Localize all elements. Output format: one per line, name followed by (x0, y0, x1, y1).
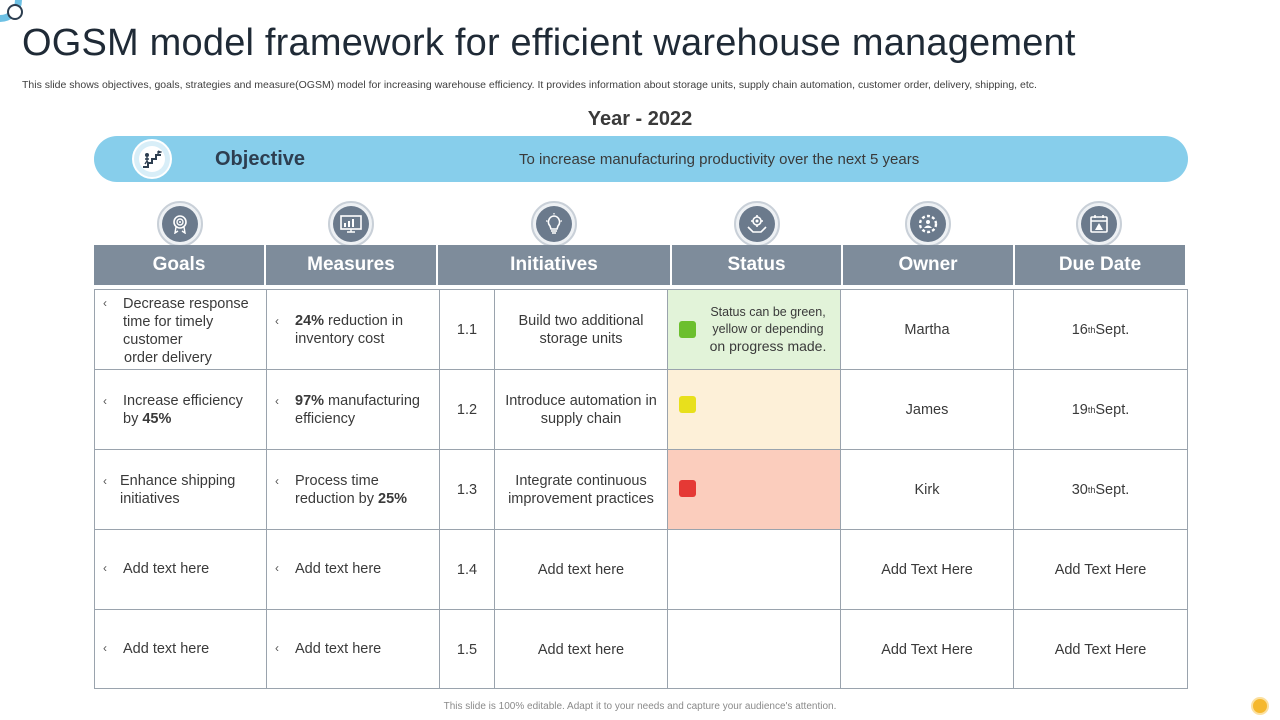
goal-text: Add text here (123, 561, 210, 577)
objective-label: Objective (215, 148, 306, 170)
goal-cell: ‹ Add text here (95, 610, 267, 689)
initiative-text: Add text here (495, 530, 668, 609)
initiative-text: Build two additional storage units (495, 290, 668, 369)
goal-text: Enhance shipping initiatives (120, 473, 236, 507)
status-note-continued: on progress made. (709, 338, 827, 354)
initiative-text: Add text here (495, 610, 668, 689)
objective-icon-ring (132, 139, 172, 179)
bullet-icon: ‹ (103, 641, 107, 655)
status-indicator-yellow (679, 396, 696, 413)
goal-text: Increase efficiency by (123, 393, 243, 427)
status-indicator-red (679, 480, 696, 497)
measure-text: Process time reduction by (295, 473, 379, 507)
status-indicator-green (679, 321, 696, 338)
due-date-cell: Add Text Here (1054, 641, 1147, 658)
bullet-icon: ‹ (103, 474, 107, 488)
measure-cell: ‹ Add text here (267, 610, 440, 689)
ogsm-table: ‹ Decrease response time for timely cust… (94, 289, 1188, 689)
initiative-number: 1.5 (440, 610, 495, 689)
presentation-chart-icon (328, 201, 374, 247)
owner-cell: Add Text Here (841, 530, 1014, 609)
year-label: Year - 2022 (587, 108, 693, 130)
measure-text: manufacturing efficiency (295, 393, 420, 427)
measure-value: 97% (295, 393, 325, 409)
goal-text: Decrease response time for timely custom… (123, 296, 249, 348)
owner-cell: James (841, 370, 1014, 449)
bullet-icon: ‹ (275, 474, 279, 488)
lightbulb-icon (531, 201, 577, 247)
initiative-number: 1.1 (440, 290, 495, 369)
page-subtitle: This slide shows objectives, goals, stra… (22, 79, 1037, 91)
bullet-icon: ‹ (275, 314, 279, 328)
status-cell-red (668, 450, 841, 529)
goal-text: Add text here (123, 641, 210, 657)
column-header-goals: Goals (94, 245, 264, 285)
column-header-owner: Owner (843, 245, 1013, 285)
initiative-number: 1.2 (440, 370, 495, 449)
objective-bar: Objective To increase manufacturing prod… (94, 136, 1188, 182)
column-header-measures: Measures (266, 245, 436, 285)
initiative-text: Introduce automation in supply chain (495, 370, 668, 449)
goal-cell: ‹ Enhance shipping initiatives (95, 450, 267, 529)
due-date-cell: Add Text Here (1054, 561, 1147, 578)
status-cell-empty (668, 530, 841, 609)
goal-text-continued: order delivery (124, 350, 212, 366)
initiative-number: 1.4 (440, 530, 495, 609)
team-gear-icon (905, 201, 951, 247)
measure-value: 24% (295, 313, 325, 329)
bullet-icon: ‹ (103, 394, 107, 408)
target-award-icon (157, 201, 203, 247)
table-row: ‹ Add text here ‹ Add text here 1.5 Add … (95, 610, 1187, 690)
goal-cell: ‹ Increase efficiency by 45% (95, 370, 267, 449)
column-header-initiatives: Initiatives (438, 245, 670, 285)
status-cell-empty (668, 610, 841, 689)
status-cell-yellow (668, 370, 841, 449)
column-header-status: Status (672, 245, 841, 285)
goal-value: 45% (142, 411, 172, 427)
owner-cell: Martha (841, 290, 1014, 369)
table-row: ‹ Enhance shipping initiatives ‹ Process… (95, 450, 1187, 530)
status-cell-green: Status can be green, yellow or depending… (668, 290, 841, 369)
measure-cell: ‹ Add text here (267, 530, 440, 609)
bullet-icon: ‹ (103, 296, 107, 310)
calendar-alert-icon (1076, 201, 1122, 247)
measure-text: reduction in inventory cost (295, 313, 404, 347)
bullet-icon: ‹ (275, 641, 279, 655)
initiative-number: 1.3 (440, 450, 495, 529)
measure-cell: ‹ Process time reduction by 25% (267, 450, 440, 529)
footer-note: This slide is 100% editable. Adapt it to… (443, 701, 837, 712)
table-row: ‹ Add text here ‹ Add text here 1.4 Add … (95, 530, 1187, 610)
goal-cell: ‹ Add text here (95, 530, 267, 609)
stairs-goal-icon (139, 146, 165, 172)
gear-hand-icon (734, 201, 780, 247)
measure-text: Add text here (295, 561, 382, 577)
objective-text: To increase manufacturing productivity o… (519, 151, 920, 168)
measure-cell: ‹ 24% reduction in inventory cost (267, 290, 440, 369)
status-note: Status can be green, yellow or depending (710, 305, 826, 336)
table-row: ‹ Increase efficiency by 45% ‹ 97% manuf… (95, 370, 1187, 450)
bullet-icon: ‹ (275, 394, 279, 408)
page-title: OGSM model framework for efficient wareh… (22, 22, 1076, 64)
column-header-due-date: Due Date (1015, 245, 1185, 285)
measure-cell: ‹ 97% manufacturing efficiency (267, 370, 440, 449)
goal-cell: ‹ Decrease response time for timely cust… (95, 290, 267, 369)
bullet-icon: ‹ (275, 561, 279, 575)
initiative-text: Integrate continuous improvement practic… (495, 450, 668, 529)
measure-value: 25% (378, 491, 408, 507)
owner-cell: Add Text Here (841, 610, 1014, 689)
table-row: ‹ Decrease response time for timely cust… (95, 290, 1187, 370)
bullet-icon: ‹ (103, 561, 107, 575)
measure-text: Add text here (295, 641, 382, 657)
owner-cell: Kirk (841, 450, 1014, 529)
corner-dot-decoration (7, 4, 23, 20)
footer-logo-dot (1251, 697, 1269, 715)
